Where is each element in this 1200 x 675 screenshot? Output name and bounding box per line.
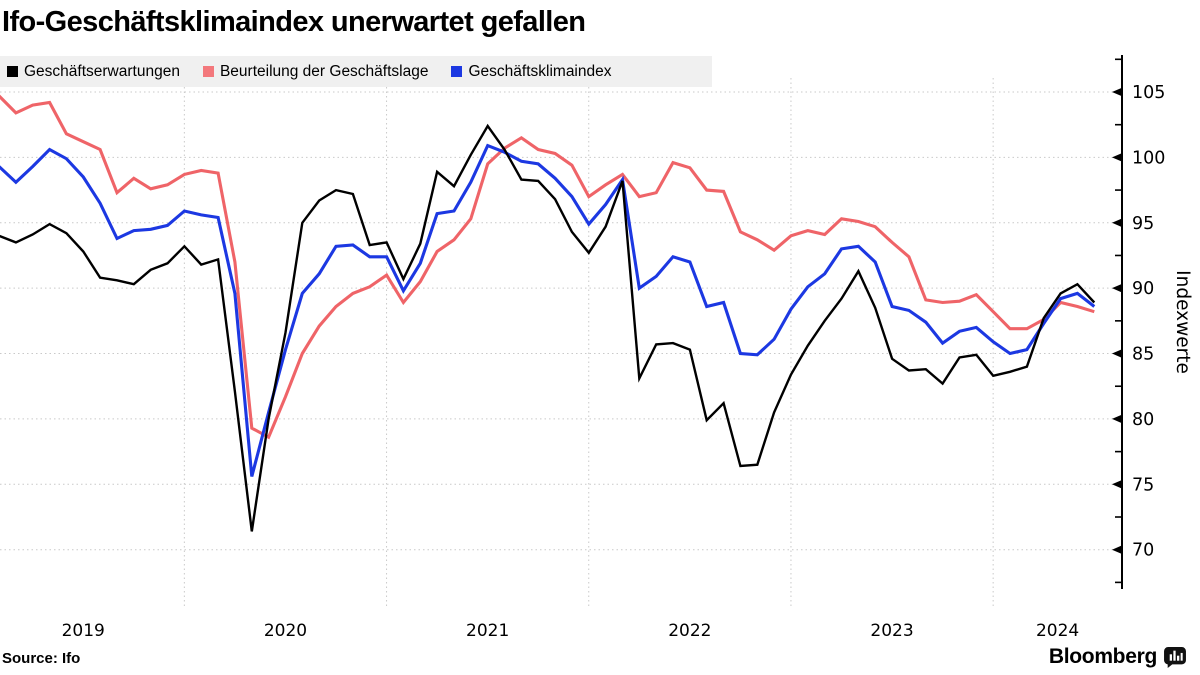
- y-tick-label: 70: [1132, 541, 1154, 561]
- y-major-tick: [1112, 153, 1122, 162]
- y-major-tick: [1112, 87, 1122, 97]
- source-label: Source: Ifo: [2, 650, 81, 667]
- bloomberg-bars-icon: [1164, 646, 1186, 668]
- x-tick-label: 2022: [668, 621, 711, 641]
- y-tick-label: 105: [1132, 83, 1165, 103]
- legend-label: Beurteilung der Geschäftslage: [219, 62, 429, 80]
- y-major-tick: [1112, 283, 1122, 293]
- series-line-geschaeftserwartungen: [0, 123, 1096, 532]
- legend-chip-black-icon: [7, 66, 18, 77]
- legend-label: Geschäftsklimaindex: [468, 62, 612, 80]
- series-line-geschaeftsklimaindex: [0, 143, 1096, 477]
- y-major-tick: [1112, 545, 1122, 554]
- x-tick-label: 2021: [466, 621, 509, 641]
- y-major-tick: [1112, 218, 1122, 228]
- y-tick-label: 90: [1132, 279, 1154, 299]
- x-tick-label: 2020: [264, 621, 307, 641]
- legend-chip-blue-icon: [451, 66, 463, 77]
- bloomberg-wordmark: Bloomberg: [1048, 645, 1157, 668]
- x-tick-label: 2019: [62, 621, 105, 641]
- x-tick-label: 2024: [1036, 621, 1079, 641]
- y-axis-title: Indexwerte: [1172, 270, 1193, 374]
- chart-legend: Geschäftserwartungen Beurteilung der Ges…: [0, 56, 712, 87]
- y-tick-label: 80: [1132, 410, 1154, 430]
- y-tick-label: 85: [1132, 345, 1154, 365]
- legend-item-geschaeftserwartungen: Geschäftserwartungen: [7, 63, 180, 81]
- y-major-tick: [1112, 480, 1122, 489]
- y-major-tick: [1112, 349, 1122, 358]
- legend-item-geschaeftslage: Beurteilung der Geschäftslage: [202, 62, 429, 81]
- x-tick-label: 2023: [870, 621, 913, 641]
- y-tick-label: 95: [1132, 214, 1154, 234]
- y-major-tick: [1112, 414, 1122, 424]
- legend-item-geschaeftsklimaindex: Geschäftsklimaindex: [451, 62, 612, 81]
- bloomberg-branding: Bloomberg: [1049, 645, 1186, 669]
- y-tick-label: 75: [1132, 475, 1154, 495]
- legend-chip-red-icon: [202, 66, 214, 77]
- series-line-geschaeftslage: [0, 94, 1095, 440]
- legend-label: Geschäftserwartungen: [24, 62, 180, 80]
- page-title: Ifo-Geschäftsklimaindex unerwartet gefal…: [2, 6, 586, 38]
- y-tick-label: 100: [1132, 148, 1165, 168]
